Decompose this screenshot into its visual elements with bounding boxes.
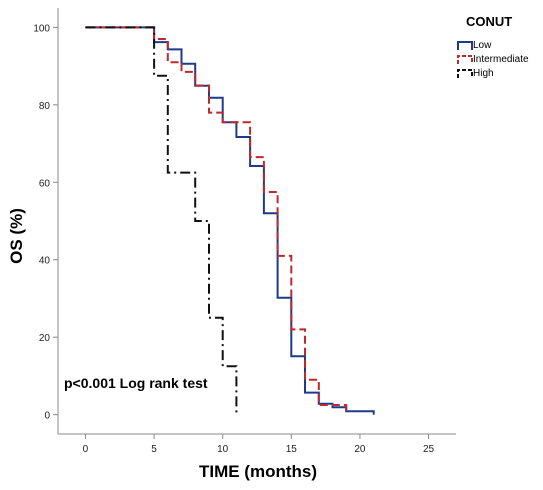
x-tick-label: 0: [83, 444, 89, 455]
x-tick-label: 15: [286, 444, 298, 455]
x-tick-label: 10: [217, 444, 229, 455]
x-tick-label: 25: [423, 444, 435, 455]
legend-label-intermediate: Intermediate: [473, 54, 529, 65]
y-tick-label: 100: [33, 23, 50, 34]
legend-title: CONUT: [466, 14, 512, 29]
series-line-low: [85, 26, 375, 415]
legend-label-low: Low: [473, 40, 492, 51]
series-line-intermediate: [85, 26, 348, 415]
y-tick-label: 20: [39, 333, 51, 344]
y-axis-title: OS (%): [7, 208, 26, 264]
legend-label-high: High: [473, 68, 494, 79]
y-tick-label: 80: [39, 101, 51, 112]
legend-swatch-high: [457, 69, 473, 78]
legend-swatch-low: [457, 41, 473, 50]
y-tick-label: 60: [39, 178, 51, 189]
x-axis-title: TIME (months): [199, 462, 317, 481]
survival-curves: [85, 26, 375, 415]
y-tick-label: 0: [44, 411, 50, 422]
x-tick-label: 20: [354, 444, 366, 455]
y-tick-label: 40: [39, 256, 51, 267]
x-tick-label: 5: [151, 444, 157, 455]
series-line-high: [85, 26, 238, 415]
legend: CONUT Low Intermediate High: [457, 14, 529, 79]
p-value-annotation: p<0.001 Log rank test: [64, 375, 208, 391]
legend-swatch-intermediate: [457, 55, 473, 64]
plot-area: 0 5 10 15 20 25 0 20 40 60 80 100: [33, 8, 456, 455]
legend-items: Low Intermediate High: [457, 40, 529, 79]
axis-ticks: 0 5 10 15 20 25 0 20 40 60 80 100: [33, 23, 434, 455]
